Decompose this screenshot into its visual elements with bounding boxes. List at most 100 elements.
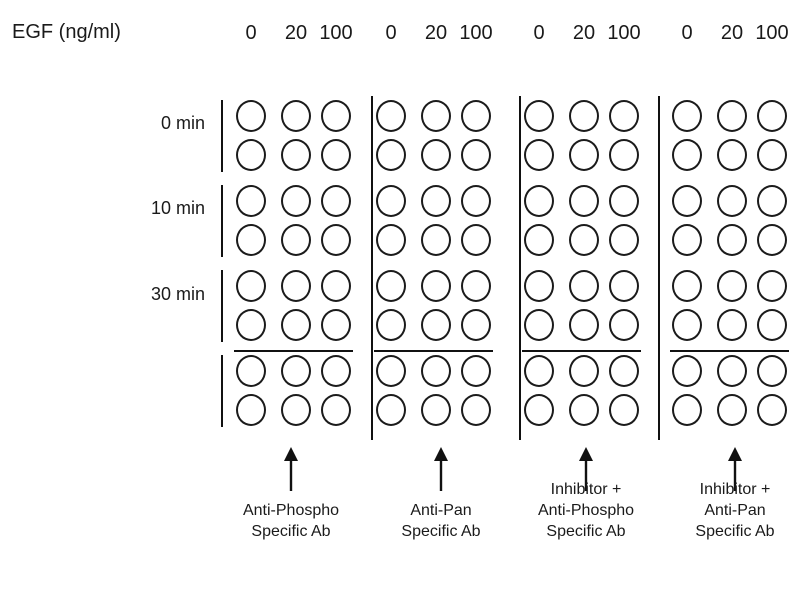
well[interactable]	[569, 309, 599, 341]
group-caption-inhibitor-anti-phospho: Inhibitor + Anti-Phospho Specific Ab	[506, 479, 666, 542]
well[interactable]	[672, 224, 702, 256]
well[interactable]	[236, 139, 266, 171]
well[interactable]	[717, 394, 747, 426]
well[interactable]	[321, 394, 351, 426]
well[interactable]	[421, 139, 451, 171]
well[interactable]	[569, 224, 599, 256]
dose-label-inhibitor-anti-pan-20: 20	[720, 22, 744, 44]
well[interactable]	[281, 309, 311, 341]
well[interactable]	[569, 355, 599, 387]
well[interactable]	[321, 139, 351, 171]
well[interactable]	[376, 224, 406, 256]
well[interactable]	[609, 394, 639, 426]
well[interactable]	[609, 185, 639, 217]
well[interactable]	[524, 100, 554, 132]
well[interactable]	[672, 100, 702, 132]
well[interactable]	[281, 100, 311, 132]
well[interactable]	[524, 355, 554, 387]
well[interactable]	[461, 394, 491, 426]
well[interactable]	[609, 309, 639, 341]
well[interactable]	[757, 185, 787, 217]
well[interactable]	[376, 139, 406, 171]
well[interactable]	[461, 139, 491, 171]
well[interactable]	[609, 224, 639, 256]
well[interactable]	[321, 309, 351, 341]
group-caption-line: Inhibitor +	[699, 481, 771, 498]
well[interactable]	[321, 270, 351, 302]
well[interactable]	[609, 270, 639, 302]
well[interactable]	[236, 224, 266, 256]
well[interactable]	[236, 309, 266, 341]
well[interactable]	[281, 139, 311, 171]
well[interactable]	[461, 270, 491, 302]
well[interactable]	[421, 309, 451, 341]
well[interactable]	[609, 100, 639, 132]
well[interactable]	[376, 185, 406, 217]
well[interactable]	[672, 139, 702, 171]
well[interactable]	[461, 224, 491, 256]
well[interactable]	[524, 139, 554, 171]
well[interactable]	[461, 185, 491, 217]
well[interactable]	[757, 355, 787, 387]
well[interactable]	[757, 139, 787, 171]
well[interactable]	[524, 185, 554, 217]
well[interactable]	[376, 309, 406, 341]
well[interactable]	[672, 394, 702, 426]
well[interactable]	[672, 185, 702, 217]
well[interactable]	[672, 309, 702, 341]
well[interactable]	[321, 100, 351, 132]
well[interactable]	[461, 100, 491, 132]
well[interactable]	[421, 224, 451, 256]
well[interactable]	[281, 185, 311, 217]
well[interactable]	[236, 185, 266, 217]
well[interactable]	[524, 224, 554, 256]
well[interactable]	[757, 100, 787, 132]
time-bracket-tick-3	[221, 270, 223, 342]
well[interactable]	[321, 224, 351, 256]
well[interactable]	[421, 270, 451, 302]
well[interactable]	[569, 185, 599, 217]
well[interactable]	[281, 355, 311, 387]
well[interactable]	[376, 394, 406, 426]
well[interactable]	[461, 355, 491, 387]
well[interactable]	[421, 185, 451, 217]
well[interactable]	[569, 394, 599, 426]
well[interactable]	[281, 224, 311, 256]
well[interactable]	[321, 355, 351, 387]
well[interactable]	[524, 270, 554, 302]
well[interactable]	[236, 100, 266, 132]
well[interactable]	[281, 394, 311, 426]
well[interactable]	[376, 355, 406, 387]
well[interactable]	[236, 394, 266, 426]
well[interactable]	[717, 100, 747, 132]
well[interactable]	[569, 100, 599, 132]
well[interactable]	[421, 100, 451, 132]
well[interactable]	[717, 309, 747, 341]
well[interactable]	[236, 355, 266, 387]
well[interactable]	[717, 185, 747, 217]
well[interactable]	[376, 270, 406, 302]
well[interactable]	[524, 394, 554, 426]
well[interactable]	[609, 139, 639, 171]
well[interactable]	[321, 185, 351, 217]
well[interactable]	[236, 270, 266, 302]
well[interactable]	[717, 355, 747, 387]
well[interactable]	[421, 394, 451, 426]
well[interactable]	[717, 224, 747, 256]
well[interactable]	[524, 309, 554, 341]
well[interactable]	[757, 270, 787, 302]
well[interactable]	[757, 309, 787, 341]
well[interactable]	[672, 355, 702, 387]
well[interactable]	[757, 394, 787, 426]
well[interactable]	[281, 270, 311, 302]
well[interactable]	[717, 270, 747, 302]
well[interactable]	[569, 270, 599, 302]
well[interactable]	[569, 139, 599, 171]
well[interactable]	[609, 355, 639, 387]
well[interactable]	[421, 355, 451, 387]
well[interactable]	[461, 309, 491, 341]
well[interactable]	[672, 270, 702, 302]
well[interactable]	[717, 139, 747, 171]
well[interactable]	[757, 224, 787, 256]
well[interactable]	[376, 100, 406, 132]
